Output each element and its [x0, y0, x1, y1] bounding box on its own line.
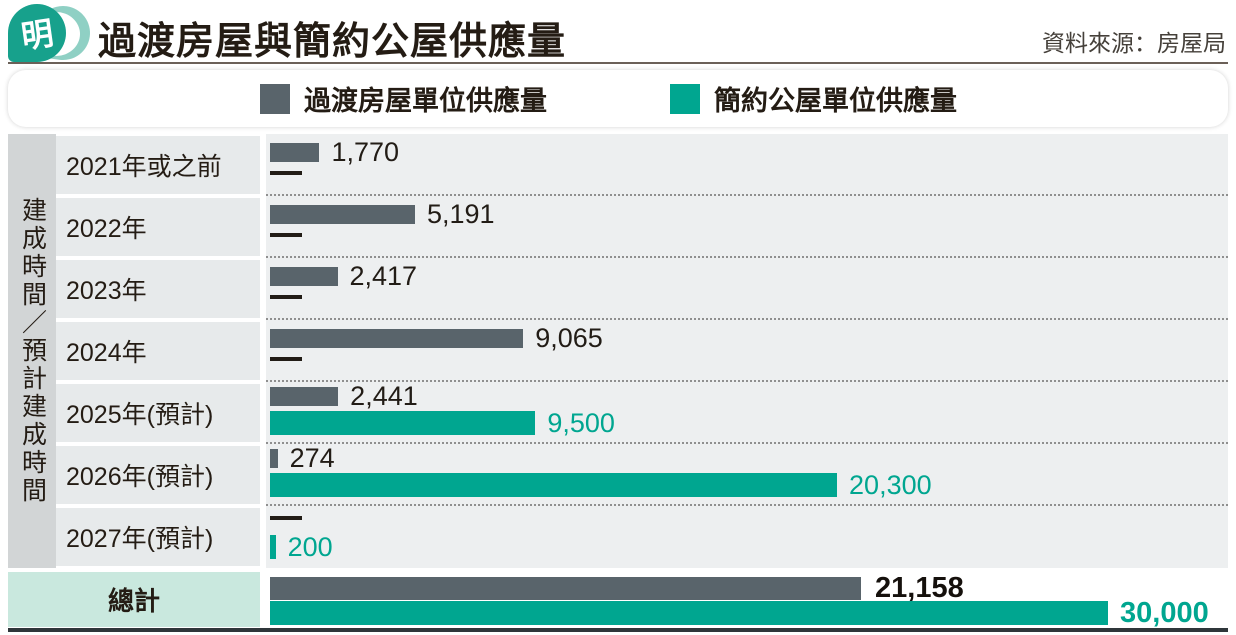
gray-bar	[270, 387, 339, 406]
row-label: 2026年(預計)	[66, 463, 214, 491]
data-source-note: 資料來源：房屋局	[1042, 30, 1226, 56]
gray-bar	[270, 449, 278, 468]
legend-swatch-gray	[260, 83, 290, 114]
y-axis-column: 建成時間／預計建成時間	[8, 134, 56, 568]
chart-row: 2022年 5,191	[0, 196, 1236, 258]
row-label-cell: 2024年	[56, 322, 260, 380]
gray-bar-value: 5,191	[427, 199, 495, 229]
row-label: 2021年或之前	[66, 153, 222, 181]
gray-bar-value: 274	[289, 443, 335, 473]
row-label: 2022年	[66, 215, 147, 243]
total-row: 總計 21,158 30,000	[0, 572, 1236, 629]
no-value-dash	[270, 171, 302, 175]
row-label-cell: 2022年	[56, 198, 260, 256]
row-label-cell: 2023年	[56, 260, 260, 318]
row-label: 2025年(預計)	[66, 401, 214, 429]
gray-bar	[270, 267, 338, 286]
logo-bubble-icon: 明	[8, 4, 66, 62]
page-title: 過渡房屋與簡約公屋供應量	[98, 21, 567, 63]
legend-item-light-public-housing: 簡約公屋單位供應量	[670, 70, 957, 127]
gray-bar	[270, 205, 415, 224]
legend: 過渡房屋單位供應量 簡約公屋單位供應量	[8, 70, 1228, 127]
gray-bar-value: 9,065	[535, 323, 603, 353]
teal-bar-value: 200	[287, 532, 333, 562]
chart-row: 2027年(預計) 200	[0, 506, 1236, 568]
chart-row: 2023年 2,417	[0, 258, 1236, 320]
chart-row: 2025年(預計) 2,441 9,500	[0, 382, 1236, 444]
row-label-cell: 2027年(預計)	[56, 508, 260, 566]
no-value-dash	[270, 357, 302, 361]
chart-row: 2024年 9,065	[0, 320, 1236, 382]
total-gray-value: 21,158	[875, 572, 964, 604]
row-label-cell: 2021年或之前	[56, 136, 260, 194]
teal-bar	[270, 535, 276, 559]
mingpao-logo: 明	[6, 2, 96, 64]
legend-label: 簡約公屋單位供應量	[714, 86, 957, 116]
total-teal-bar	[270, 601, 1108, 625]
logo-glyph: 明	[18, 14, 56, 56]
total-teal-value: 30,000	[1120, 597, 1209, 629]
plot-background	[266, 196, 1228, 258]
plot-background	[266, 134, 1228, 196]
y-axis-label: 建成時間／預計建成時間	[18, 197, 47, 505]
total-gray-bar	[270, 577, 861, 600]
gray-bar	[270, 143, 320, 162]
row-label-cell: 2026年(預計)	[56, 446, 260, 504]
teal-bar-value: 20,300	[849, 470, 932, 500]
teal-bar-value: 9,500	[547, 408, 615, 438]
bottom-border	[8, 628, 1228, 632]
teal-bar	[270, 411, 536, 435]
no-value-dash	[270, 516, 302, 520]
row-label: 2027年(預計)	[66, 525, 214, 553]
header-divider	[8, 62, 1228, 64]
row-label: 2024年	[66, 339, 147, 367]
total-label-cell: 總計	[8, 572, 260, 627]
gray-bar	[270, 329, 524, 348]
no-value-dash	[270, 295, 302, 299]
row-label: 2023年	[66, 277, 147, 305]
legend-item-transitional-housing: 過渡房屋單位供應量	[260, 70, 547, 127]
legend-label: 過渡房屋單位供應量	[304, 86, 547, 116]
plot-background	[266, 258, 1228, 320]
no-value-dash	[270, 233, 302, 237]
bar-chart: 建成時間／預計建成時間 2021年或之前 1,770 2022年 5,191 2023年…	[0, 134, 1236, 568]
gray-bar-value: 2,441	[350, 381, 418, 411]
gray-bar-value: 1,770	[331, 137, 400, 167]
row-label-cell: 2025年(預計)	[56, 384, 260, 442]
plot-background	[266, 506, 1228, 568]
teal-bar	[270, 473, 838, 497]
chart-row: 2026年(預計) 274 20,300	[0, 444, 1236, 506]
total-label: 總計	[107, 586, 160, 616]
chart-row: 2021年或之前 1,770	[0, 134, 1236, 196]
legend-swatch-teal	[670, 83, 700, 114]
gray-bar-value: 2,417	[349, 261, 418, 291]
